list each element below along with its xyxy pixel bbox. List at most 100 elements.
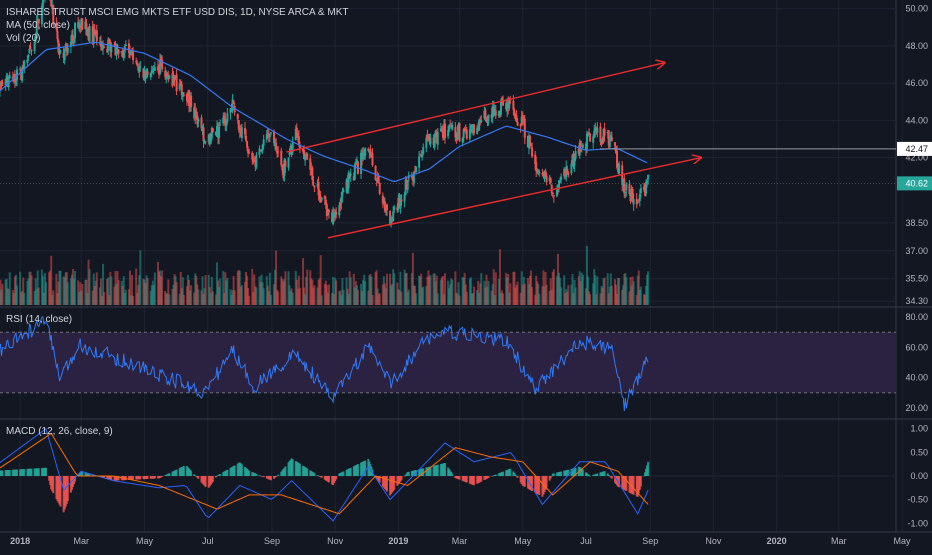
x-tick-label: Nov [327, 536, 344, 546]
x-tick-label: 2020 [767, 536, 787, 546]
volume-bar [546, 285, 548, 305]
macd-histogram-bar [197, 476, 199, 479]
volume-bar [538, 294, 540, 305]
candle-body [342, 190, 344, 192]
volume-bar [23, 293, 25, 305]
volume-bar [553, 269, 555, 305]
volume-bar [125, 290, 127, 305]
macd-tick-label: -1.00 [907, 518, 928, 528]
candle-body [480, 120, 482, 122]
ma-legend[interactable]: MA (50, close) [6, 19, 70, 32]
volume-bar [197, 289, 199, 305]
macd-histogram-bar [437, 465, 439, 476]
candle-body [378, 176, 380, 183]
volume-bar [480, 273, 482, 305]
volume-bar [357, 290, 359, 305]
volume-bar [466, 292, 468, 305]
volume-bar [74, 271, 76, 305]
volume-bar [393, 273, 395, 305]
macd-histogram-bar [31, 469, 33, 476]
x-tick-label: Jul [202, 536, 214, 546]
level-label: 42.47 [905, 144, 928, 154]
volume-bar [451, 280, 453, 305]
candle-body [154, 67, 156, 70]
volume-bar [567, 285, 569, 305]
macd-histogram-bar [194, 475, 196, 476]
x-tick-label: May [894, 536, 912, 546]
macd-histogram-bar [2, 470, 4, 476]
candle-body [190, 96, 192, 107]
candle-body [118, 49, 120, 53]
candle-body [560, 177, 562, 181]
volume-bar [517, 282, 519, 305]
volume-bar [408, 290, 410, 305]
macd-histogram-bar [277, 475, 279, 476]
volume-bar [524, 284, 526, 305]
volume-bar [335, 280, 337, 305]
volume-bar [502, 293, 504, 305]
volume-bar [400, 292, 402, 305]
candle-body [580, 141, 582, 147]
volume-bar [190, 285, 192, 305]
candle-body [524, 119, 526, 138]
volume-bar [226, 278, 228, 305]
candle-body [589, 134, 591, 142]
candle-body [430, 138, 432, 144]
macd-histogram-bar [321, 476, 323, 478]
candle-body [611, 137, 613, 140]
candle-body [550, 178, 552, 183]
macd-histogram-bar [335, 476, 337, 479]
candle-body [415, 167, 417, 173]
volume-bar [313, 285, 315, 305]
macd-histogram-bar [52, 476, 54, 493]
volume-bar [96, 272, 98, 305]
candle-body [81, 19, 83, 30]
volume-bar [248, 296, 250, 305]
volume-bar [183, 295, 185, 305]
candle-body [168, 76, 170, 79]
candle-body [205, 141, 207, 142]
candle-body [393, 207, 395, 210]
volume-bar [430, 275, 432, 305]
x-tick-label: Sep [264, 536, 280, 546]
volume-bar [328, 285, 330, 305]
candle-body [575, 151, 577, 159]
candle-body [2, 82, 4, 84]
candle-body [553, 195, 555, 196]
macd-histogram-bar [292, 459, 294, 476]
volume-bar [299, 288, 301, 305]
volume-bar [132, 296, 134, 305]
candle-body [647, 175, 649, 179]
candle-body [400, 199, 402, 201]
macd-histogram-bar [459, 476, 461, 480]
volume-bar [284, 271, 286, 305]
candle-body [28, 49, 30, 54]
volume-legend[interactable]: Vol (20) [6, 32, 40, 45]
volume-bar [241, 285, 243, 305]
macd-histogram-bar [219, 474, 221, 476]
candle-body [517, 122, 519, 125]
volume-bar [306, 270, 308, 305]
candle-body [248, 152, 250, 153]
volume-bar [45, 282, 47, 305]
candle-body [495, 110, 497, 115]
macd-legend[interactable]: MACD (12, 26, close, 9) [6, 425, 113, 438]
candle-body [488, 115, 490, 122]
rsi-legend[interactable]: RSI (14, close) [6, 313, 72, 326]
volume-bar [611, 286, 613, 305]
volume-bar [81, 284, 83, 305]
volume-bar [161, 271, 163, 305]
volume-bar [154, 273, 156, 305]
macd-tick-label: 0.00 [910, 471, 928, 481]
candle-body [125, 45, 127, 46]
candle-body [176, 75, 178, 92]
rsi-tick-label: 60.00 [905, 342, 928, 352]
price-tick-label: 46.00 [905, 78, 928, 88]
macd-histogram-bar [625, 476, 627, 491]
macd-histogram-bar [524, 476, 526, 487]
x-tick-label: Sep [642, 536, 658, 546]
candle-body [245, 136, 247, 141]
volume-bar [560, 287, 562, 305]
macd-histogram-bar [589, 476, 591, 477]
candle-body [386, 205, 388, 211]
